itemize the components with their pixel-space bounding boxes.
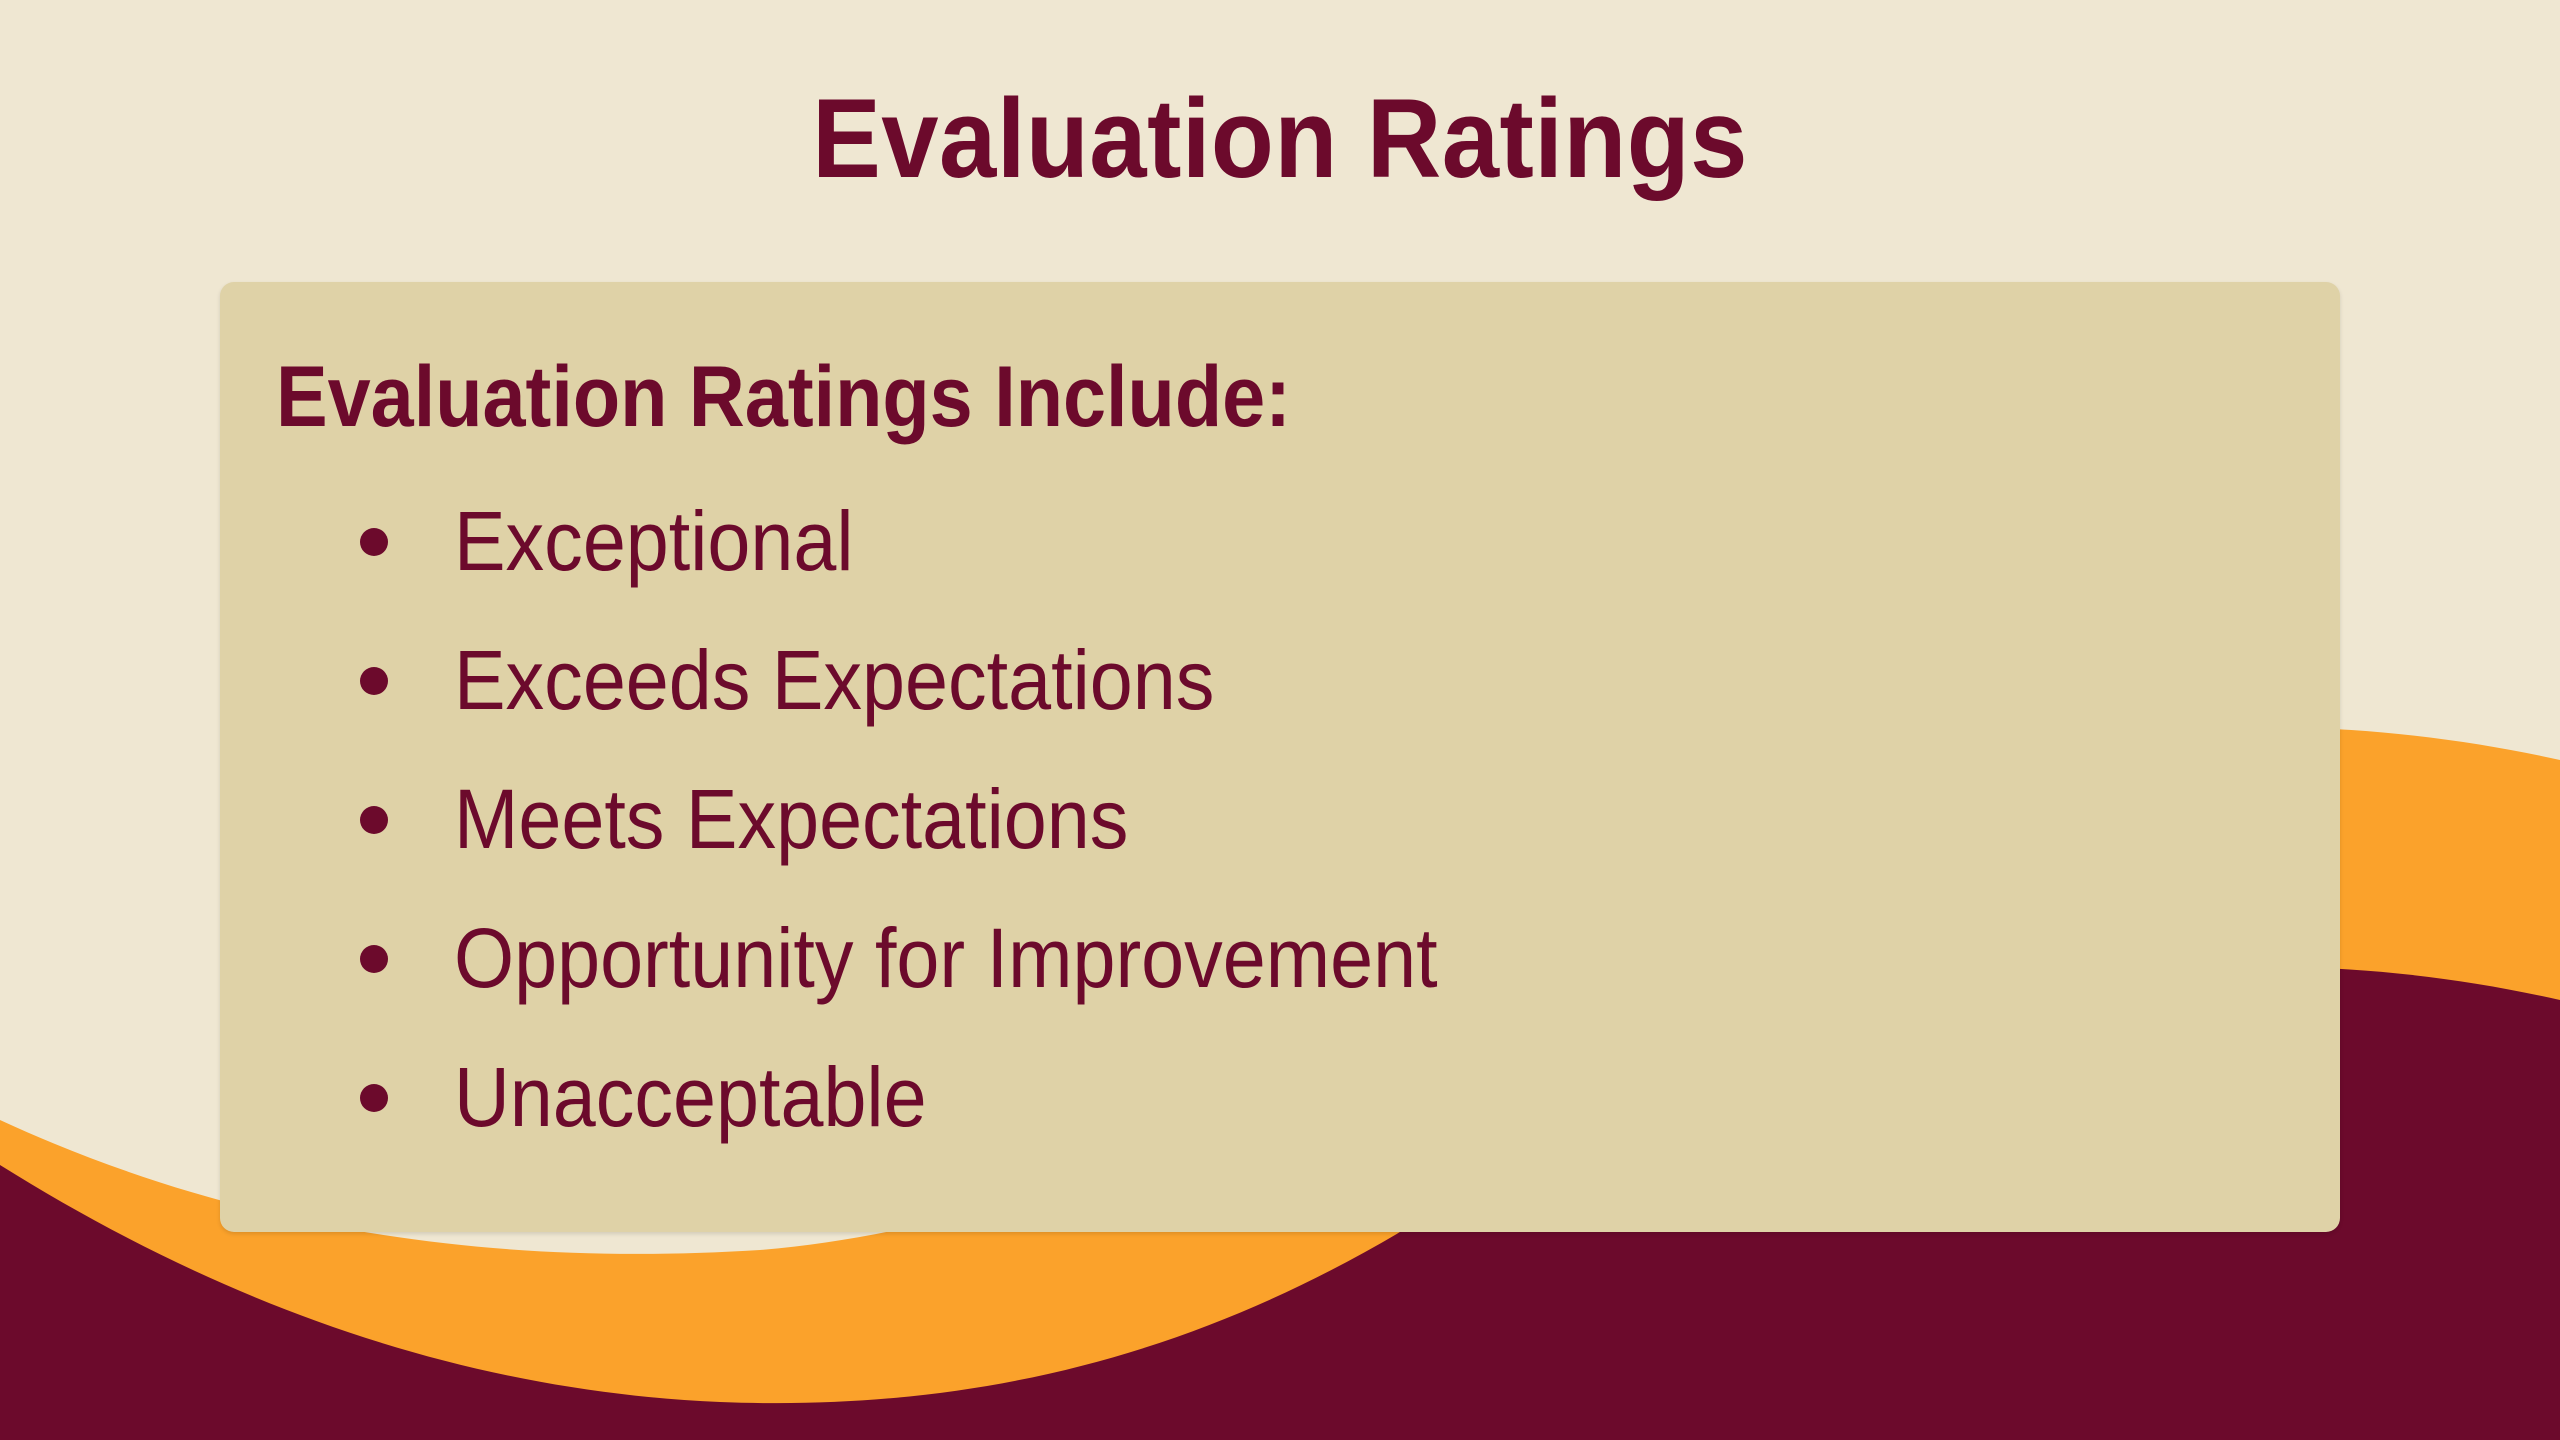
bullet-dot-icon — [360, 666, 388, 695]
box-heading: Evaluation Ratings Include: — [276, 349, 1291, 445]
content-box: Evaluation Ratings Include: Exceptional … — [220, 282, 2340, 1232]
bullet-dot-icon — [360, 1083, 388, 1112]
bullet-dot-icon — [360, 527, 388, 556]
rating-label-exceeds-expectations: Exceeds Expectations — [454, 633, 1215, 727]
list-item: Exceptional — [360, 472, 1523, 611]
ratings-list: Exceptional Exceeds Expectations Meets E… — [360, 472, 1523, 1167]
list-item: Opportunity for Improvement — [360, 889, 1523, 1028]
bullet-dot-icon — [360, 805, 388, 834]
page-title: Evaluation Ratings — [812, 76, 1748, 201]
list-item: Exceeds Expectations — [360, 611, 1523, 750]
rating-label-exceptional: Exceptional — [454, 494, 854, 588]
list-item: Meets Expectations — [360, 750, 1523, 889]
bullet-dot-icon — [360, 944, 388, 973]
rating-label-opportunity-for-improvement: Opportunity for Improvement — [454, 911, 1438, 1005]
list-item: Unacceptable — [360, 1028, 1523, 1167]
rating-label-unacceptable: Unacceptable — [454, 1050, 927, 1144]
rating-label-meets-expectations: Meets Expectations — [454, 772, 1129, 866]
